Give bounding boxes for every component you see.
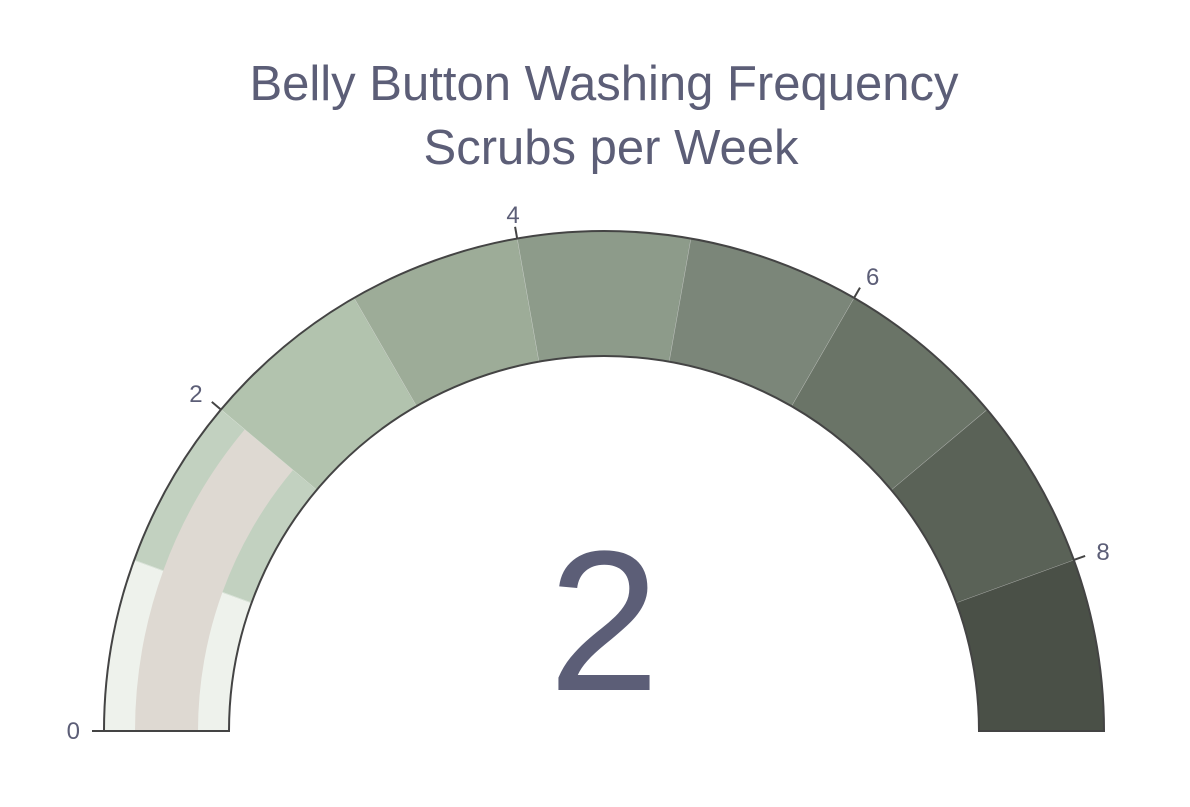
gauge-tick-label: 2 <box>189 381 202 408</box>
gauge-step-separator <box>516 238 540 362</box>
gauge-axis: 0 2 4 6 8 <box>67 202 1110 745</box>
gauge-tick-mark <box>514 226 519 239</box>
gauge-tick-label: 0 <box>67 718 80 745</box>
gauge-steps <box>103 230 1105 732</box>
gauge-tick-label: 8 <box>1096 539 1109 566</box>
gauge-tick-mark <box>1073 554 1086 561</box>
gauge-step-5 <box>516 230 692 363</box>
gauge-tick-mark <box>211 401 222 411</box>
gauge-step-separator <box>791 297 855 407</box>
gauge-step-separator <box>891 409 988 491</box>
gauge-value-bar <box>135 429 293 731</box>
gauge-outline <box>102 230 1106 732</box>
gauge-tick-label: 4 <box>506 202 519 229</box>
gauge-tick-mark <box>853 287 861 299</box>
gauge-tick-label: 6 <box>866 264 879 291</box>
gauge-step-separator <box>353 297 417 407</box>
chart-subtitle: Scrubs per Week <box>424 121 799 175</box>
gauge-value: 2 <box>548 510 659 733</box>
gauge-step-separator <box>668 238 692 362</box>
gauge-border <box>102 230 1106 732</box>
gauge-bar <box>135 429 293 731</box>
gauge-step-separator <box>956 559 1074 604</box>
chart-title: Belly Button Washing Frequency <box>249 57 959 111</box>
